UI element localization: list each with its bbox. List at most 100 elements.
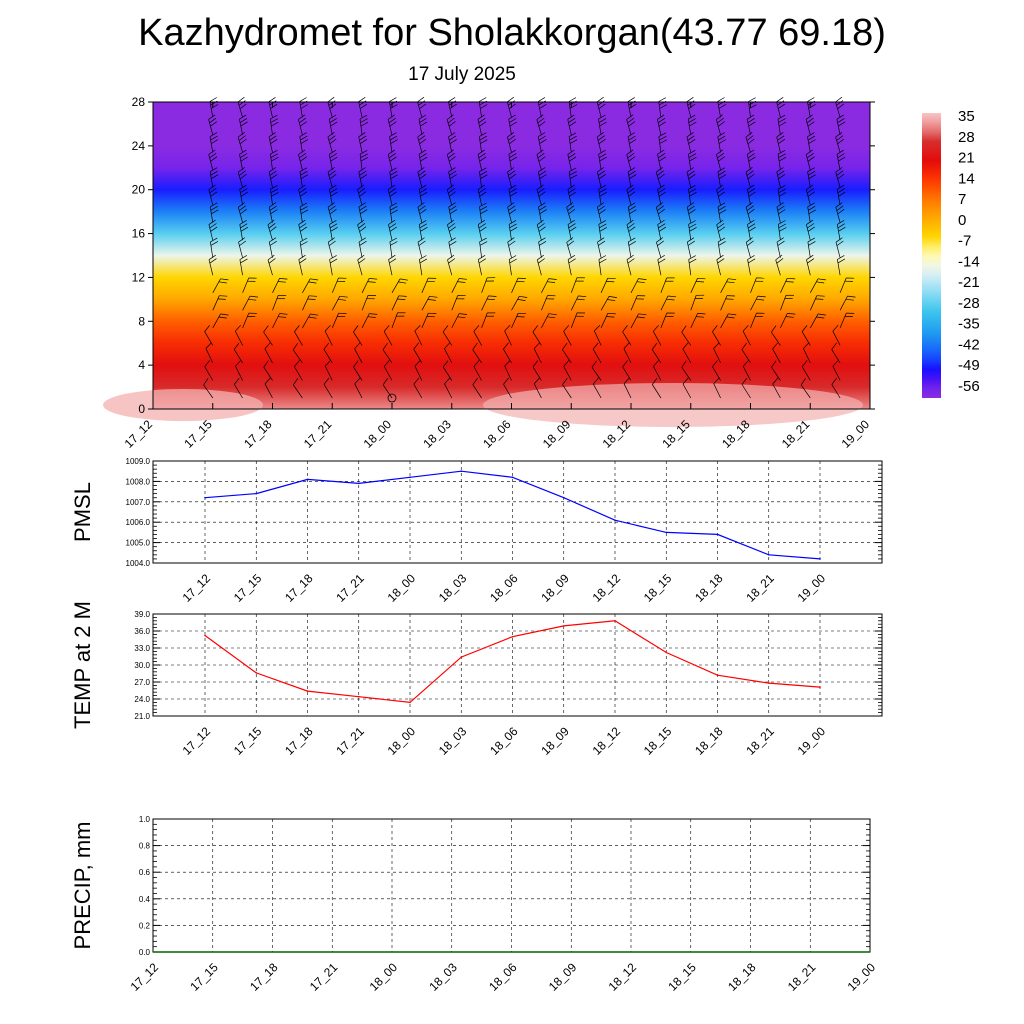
wind-barb-staff <box>329 224 333 241</box>
wind-barb-feather <box>508 114 516 120</box>
wind-barb-feather <box>626 254 634 260</box>
wind-barb-feather <box>267 219 275 226</box>
wind-barb-feather <box>210 121 218 127</box>
wind-barb-staff <box>361 278 370 293</box>
wind-barb-staff <box>597 242 602 258</box>
wind-barb-staff <box>566 207 572 223</box>
wind-barb-feather <box>478 223 486 229</box>
wind-barb-feather <box>807 223 815 229</box>
temp-point <box>511 635 514 638</box>
wind-barb-feather <box>237 132 245 138</box>
wind-barb-feather <box>359 150 368 155</box>
y-tick-label: 36.0 <box>134 627 150 636</box>
wind-barb-feather <box>417 167 425 173</box>
wind-barb-feather <box>627 152 635 159</box>
pmsl-point <box>460 470 463 473</box>
temp-point <box>306 690 309 692</box>
wind-barb-staff <box>208 119 214 135</box>
wind-barb-staff <box>299 101 303 118</box>
cross-section-panel: 0 4 8 12 16 20 24 28 17_12 17_15 17_18 17_21 18_00 18… <box>103 95 875 451</box>
wind-barb-staff <box>507 242 512 258</box>
wind-barb-feather <box>358 258 366 264</box>
wind-barb-staff <box>623 348 632 364</box>
wind-barb-feather <box>210 191 218 197</box>
wind-barb-staff <box>417 101 423 118</box>
wind-barb-feather <box>270 153 279 158</box>
wind-barb-feather <box>569 167 577 173</box>
wind-barb-feather <box>666 298 675 301</box>
wind-barb-feather <box>300 170 308 176</box>
wind-barb-feather <box>388 153 396 159</box>
wind-barb-feather <box>778 156 787 162</box>
wind-barb-feather <box>354 377 361 385</box>
wind-barb-staff <box>448 241 453 258</box>
wind-barb-feather <box>208 114 216 120</box>
wind-barb-feather <box>807 97 815 102</box>
wind-barb-feather <box>299 223 307 229</box>
wind-barb-feather <box>472 377 478 385</box>
wind-barb-staff <box>713 348 721 364</box>
wind-barb-feather <box>805 149 813 155</box>
wind-barb-feather <box>239 220 247 225</box>
wind-barb-feather <box>800 378 806 386</box>
y-axis-title: TEMP at 2 M <box>70 601 95 729</box>
wind-barb-feather <box>237 167 245 173</box>
x-tick-label: 18_15 <box>641 724 675 758</box>
wind-barb-feather <box>536 114 544 120</box>
wind-barb-feather <box>651 342 658 350</box>
wind-barb-feather <box>778 121 787 127</box>
x-tick-label: 18_21 <box>743 571 777 605</box>
wind-barb-staff <box>446 189 453 206</box>
wind-barb-feather <box>300 139 309 144</box>
x-tick-label: 18_06 <box>487 724 521 758</box>
wind-barb-staff <box>205 348 214 364</box>
wind-barb-feather <box>488 295 497 297</box>
wind-barb-feather <box>238 170 246 176</box>
wind-barb-feather <box>688 223 697 229</box>
wind-barb-feather <box>399 278 408 281</box>
wind-barb-staff <box>383 366 393 381</box>
wind-barb-feather <box>389 202 397 208</box>
wind-barb-feather <box>628 170 636 176</box>
wind-barb-feather <box>390 206 398 211</box>
x-tick-label: 17_18 <box>282 571 316 605</box>
wind-barb-staff <box>298 119 303 135</box>
wind-barb-staff <box>421 277 429 293</box>
wind-barb-feather <box>239 255 247 260</box>
wind-barb-staff <box>598 189 602 206</box>
temp-point <box>409 701 411 704</box>
wind-barb-feather <box>806 184 814 190</box>
x-tick-label: 17_21 <box>301 417 335 451</box>
wind-barb-feather <box>538 121 546 127</box>
wind-barb-feather <box>747 153 755 159</box>
wind-barb-staff <box>741 349 751 364</box>
wind-barb-feather <box>772 377 779 385</box>
wind-barb-feather <box>778 103 785 109</box>
wind-barb-staff <box>414 365 423 381</box>
wind-barb-staff <box>807 171 811 188</box>
wind-barb-feather <box>270 149 278 155</box>
wind-barb-staff <box>627 241 632 258</box>
wind-barb-feather <box>448 202 456 208</box>
wind-barb-staff <box>747 224 751 241</box>
wind-barb-feather <box>220 313 229 316</box>
wind-barb-feather <box>210 156 218 162</box>
wind-barb-feather <box>324 360 331 367</box>
wind-barb-feather <box>270 188 279 194</box>
wind-barb-staff <box>835 172 841 188</box>
wind-barb-feather <box>718 205 726 211</box>
x-tick-label: 18_00 <box>385 724 419 758</box>
wind-barb-feather <box>239 240 247 246</box>
wind-barb-feather <box>656 237 664 243</box>
wind-barb-staff <box>204 366 214 381</box>
wind-barb-staff <box>717 241 721 258</box>
wind-barb-feather <box>480 104 488 109</box>
x-tick-label: 19_00 <box>795 571 829 605</box>
wind-barb-staff <box>242 295 251 311</box>
wind-barb-staff <box>715 119 721 135</box>
wind-barb-feather <box>308 295 318 297</box>
wind-barb-feather <box>717 97 725 102</box>
pmsl-point <box>563 496 565 499</box>
wind-barb-staff <box>717 206 721 223</box>
wind-barb-feather <box>592 342 599 350</box>
